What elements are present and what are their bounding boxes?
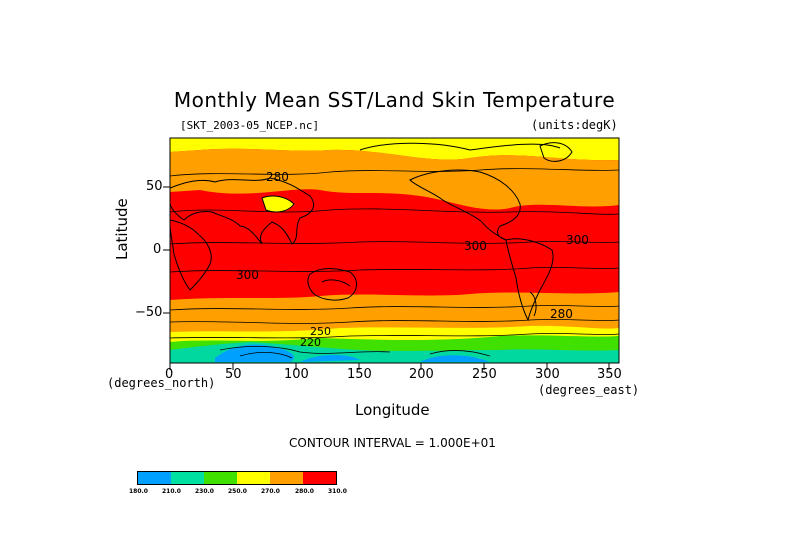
x-unit-note: (degrees_east) bbox=[538, 383, 640, 397]
contour-interval-note: CONTOUR INTERVAL = 1.000E+01 bbox=[289, 436, 496, 450]
contour-label-group: 280 300 300 300 280 250 220 bbox=[236, 170, 589, 349]
x-tick-label: 200 bbox=[409, 367, 434, 382]
legend-swatch bbox=[270, 472, 303, 484]
x-tick-label: 250 bbox=[472, 367, 497, 382]
color-legend bbox=[137, 471, 337, 485]
north-temperate-band bbox=[170, 148, 619, 210]
y-tick-label: −50 bbox=[135, 305, 163, 320]
coastlines bbox=[170, 142, 573, 322]
arctic-coast bbox=[359, 142, 561, 151]
legend-label: 310.0 bbox=[328, 488, 347, 495]
legend-label: 210.0 bbox=[162, 488, 181, 495]
y-unit-note: (degrees_north) bbox=[107, 376, 216, 390]
legend-swatch bbox=[171, 472, 204, 484]
north-america-coast bbox=[409, 169, 521, 241]
contour-label: 300 bbox=[566, 233, 589, 247]
legend-label: 180.0 bbox=[129, 488, 148, 495]
legend-label: 280.0 bbox=[295, 488, 314, 495]
contour-lines bbox=[170, 168, 619, 359]
x-tick-label: 0 bbox=[165, 367, 174, 382]
y-tick-label: 0 bbox=[153, 242, 162, 257]
legend-swatch bbox=[204, 472, 237, 484]
eurasia-coast bbox=[170, 177, 315, 245]
x-tick-label: 100 bbox=[284, 367, 309, 382]
contour-label: 280 bbox=[550, 307, 573, 321]
x-tick-label: 350 bbox=[597, 367, 622, 382]
tick-marks bbox=[163, 186, 610, 370]
file-label: [SKT_2003-05_NCEP.nc] bbox=[180, 119, 320, 132]
legend-swatch bbox=[303, 472, 336, 484]
map-title: Monthly Mean SST/Land Skin Temperature bbox=[173, 88, 616, 112]
africa-coast bbox=[170, 219, 212, 291]
contour-label: 300 bbox=[464, 239, 487, 253]
contour-label: 300 bbox=[236, 268, 259, 282]
contour-label: 250 bbox=[310, 325, 331, 338]
antarctic-core-3 bbox=[420, 355, 490, 362]
australia-coast bbox=[307, 268, 357, 301]
antarctic-core-2 bbox=[300, 355, 360, 362]
legend-swatch bbox=[237, 472, 270, 484]
legend-label: 250.0 bbox=[228, 488, 247, 495]
x-tick-label: 150 bbox=[347, 367, 372, 382]
y-axis-label: Latitude bbox=[113, 198, 131, 260]
arctic-band bbox=[170, 138, 619, 161]
map-field bbox=[170, 138, 619, 363]
australia-interior bbox=[321, 279, 351, 287]
south-america-coast bbox=[505, 238, 554, 322]
x-tick-label: 300 bbox=[535, 367, 560, 382]
legend-label: 230.0 bbox=[195, 488, 214, 495]
legend-label: 270.0 bbox=[261, 488, 280, 495]
legend-swatch bbox=[138, 472, 171, 484]
units-label: (units:degK) bbox=[531, 118, 618, 132]
y-tick-label: 50 bbox=[146, 179, 163, 194]
greenland-coast bbox=[539, 142, 573, 162]
x-tick-label: 50 bbox=[225, 367, 242, 382]
andes-south bbox=[529, 291, 537, 317]
x-axis-label: Longitude bbox=[355, 401, 430, 419]
contour-label: 220 bbox=[300, 336, 321, 349]
contour-label: 280 bbox=[266, 170, 289, 184]
